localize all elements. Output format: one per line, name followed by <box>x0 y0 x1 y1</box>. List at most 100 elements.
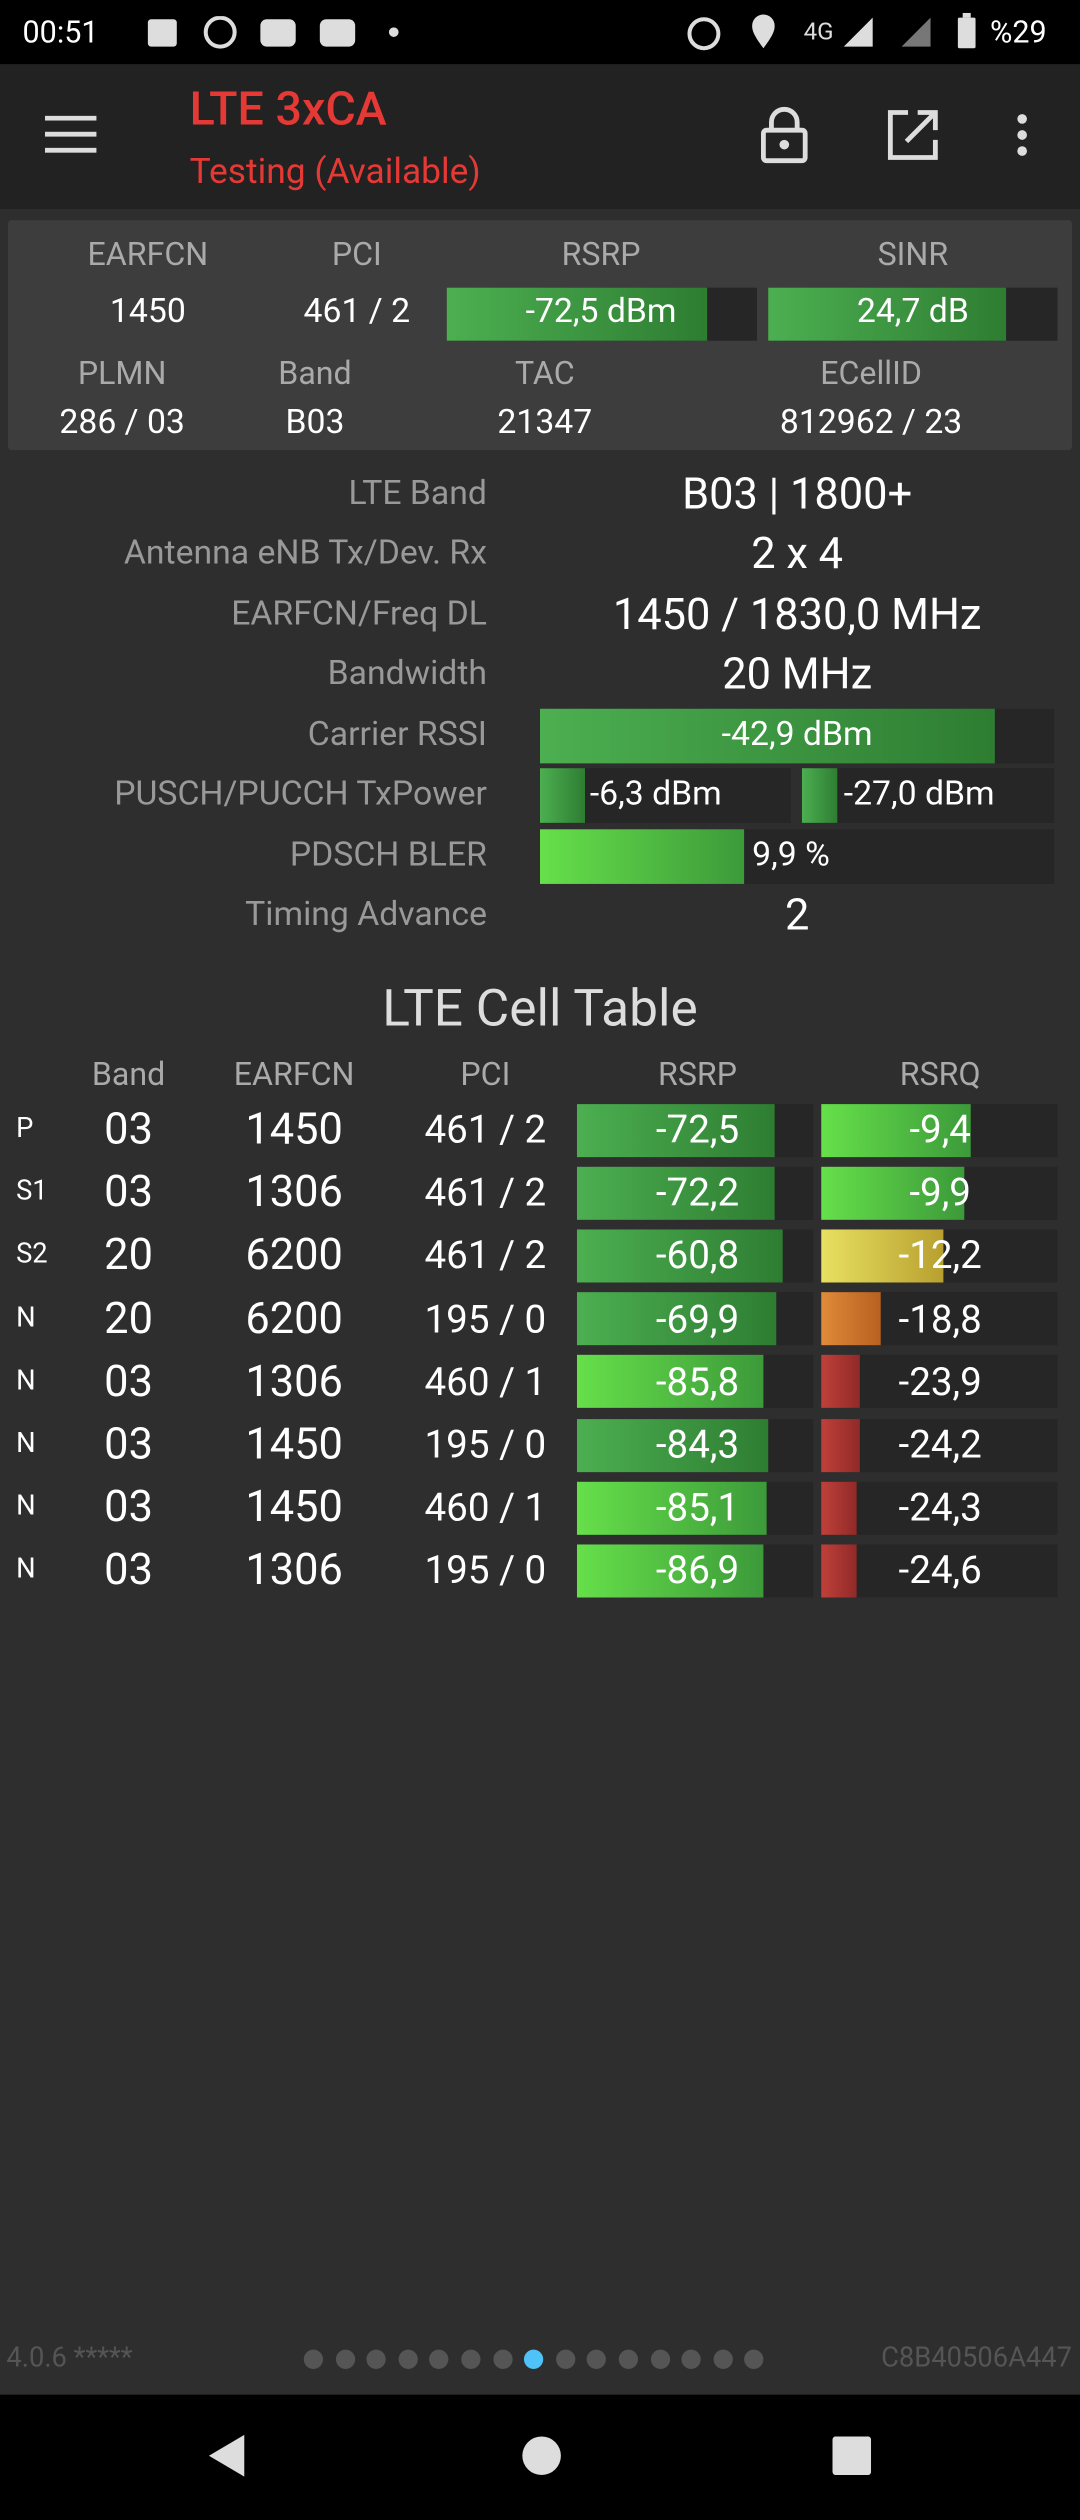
cell-band: 03 <box>104 1355 153 1407</box>
page-dot[interactable] <box>429 2349 450 2369</box>
app-bar <box>0 64 1080 209</box>
cell-type: N <box>16 1301 36 1335</box>
status-time: 00:51 <box>22 13 99 51</box>
page-dot[interactable] <box>492 2349 513 2369</box>
cell-rsrp: -84,3 <box>655 1422 740 1468</box>
table-header: EARFCN <box>233 1054 355 1093</box>
info-label: Timing Advance <box>245 895 487 935</box>
signal-bar <box>821 1292 1058 1346</box>
signal-bar <box>768 286 1058 340</box>
signal-bar <box>821 1481 1058 1535</box>
signal-bar <box>821 1166 1058 1220</box>
menu-button[interactable] <box>45 115 100 158</box>
info-value: 9,9 % <box>752 836 830 876</box>
info-label: PDSCH BLER <box>289 836 487 876</box>
bar-fill <box>821 1229 944 1283</box>
page-dot[interactable] <box>713 2349 733 2369</box>
page-dot[interactable] <box>681 2349 702 2369</box>
cell-earfcn: 6200 <box>245 1229 343 1281</box>
cell-band: 03 <box>104 1418 153 1470</box>
page-dot[interactable] <box>618 2349 639 2369</box>
more-button[interactable] <box>1013 113 1032 161</box>
signal-bar <box>576 1544 814 1598</box>
app-version: 4.0.6 ***** <box>6 2342 133 2375</box>
summary-value: 812962 / 23 <box>779 404 963 443</box>
cell-rsrq: -24,3 <box>898 1485 982 1531</box>
signal-bar <box>576 1103 814 1157</box>
bar-fill <box>768 286 1007 340</box>
page-dot[interactable] <box>366 2349 387 2369</box>
signal-bar <box>821 1418 1058 1472</box>
cell-rsrp: -86,9 <box>655 1548 740 1594</box>
cell-rsrp: -85,8 <box>655 1359 740 1405</box>
info-value: 2 x 4 <box>751 527 844 580</box>
page-dot[interactable] <box>650 2349 670 2369</box>
signal-bar <box>821 1355 1058 1409</box>
bar-fill <box>576 1544 764 1598</box>
summary-header: ECellID <box>820 353 922 393</box>
page-dot[interactable] <box>555 2349 576 2369</box>
cell-type: N <box>16 1364 36 1398</box>
bar-fill <box>821 1481 857 1535</box>
page-dot[interactable] <box>398 2349 418 2369</box>
info-value: -6,3 dBm <box>589 775 722 815</box>
summary-header: PLMN <box>77 353 167 393</box>
battery-level: %29 <box>990 13 1047 51</box>
signal-bar <box>821 1544 1058 1598</box>
cell-earfcn: 1450 <box>245 1418 343 1470</box>
page-dot[interactable] <box>303 2349 324 2369</box>
signal-bar <box>576 1166 814 1220</box>
cell-earfcn: 1306 <box>245 1355 343 1407</box>
cell-rsrp: -85,1 <box>655 1485 740 1531</box>
battery-icon <box>957 12 976 49</box>
cell-earfcn: 1306 <box>245 1166 343 1218</box>
app-title: LTE 3xCA <box>189 82 387 138</box>
bar-fill <box>446 286 708 340</box>
cell-type: P <box>16 1112 34 1146</box>
bar-fill <box>821 1418 860 1472</box>
page-dot[interactable] <box>335 2349 355 2369</box>
page-dot[interactable] <box>461 2349 481 2369</box>
cell-rsrq: -9,9 <box>909 1170 971 1216</box>
bar-fill <box>540 768 586 823</box>
recents-button[interactable] <box>832 2436 872 2476</box>
page-dot[interactable] <box>744 2349 765 2369</box>
summary-header: EARFCN <box>87 234 209 274</box>
info-value: B03 | 1800+ <box>682 468 913 520</box>
cell-pci: 195 / 0 <box>424 1548 547 1594</box>
bar-fill <box>821 1355 860 1409</box>
cell-earfcn: 6200 <box>245 1292 343 1344</box>
info-label: Carrier RSSI <box>307 715 487 755</box>
bar-fill <box>576 1292 777 1346</box>
bar-fill <box>576 1481 767 1535</box>
lock-button[interactable] <box>759 106 814 164</box>
share-button[interactable] <box>886 108 941 163</box>
info-label: EARFCN/Freq DL <box>231 595 487 635</box>
signal-bar <box>540 829 1055 884</box>
cell-pci: 195 / 0 <box>424 1296 547 1342</box>
cell-pci: 195 / 0 <box>424 1422 547 1468</box>
info-value: -27,0 dBm <box>843 775 995 815</box>
page-dot[interactable] <box>587 2349 607 2369</box>
bar-fill <box>540 708 995 764</box>
summary-value: 24,7 dB <box>856 293 969 332</box>
bar-fill <box>576 1355 764 1409</box>
signal-bar <box>576 1292 814 1346</box>
summary-value: 1450 <box>109 293 186 332</box>
status-bar <box>0 0 1080 65</box>
signal-bar <box>576 1481 814 1535</box>
cell-rsrq: -24,6 <box>898 1548 982 1594</box>
cell-rsrp: -69,9 <box>655 1296 740 1342</box>
table-header: RSRP <box>658 1054 737 1093</box>
table-header: RSRQ <box>899 1054 981 1093</box>
summary-header: TAC <box>514 353 575 393</box>
info-label: PUSCH/PUCCH TxPower <box>114 775 487 815</box>
cell-type: S2 <box>16 1238 48 1272</box>
summary-header: Band <box>278 353 352 393</box>
cell-band: 20 <box>104 1292 153 1344</box>
summary-value: 21347 <box>497 404 593 443</box>
home-button[interactable] <box>521 2435 563 2477</box>
cell-earfcn: 1306 <box>245 1544 343 1596</box>
back-button[interactable] <box>206 2430 251 2481</box>
page-dot[interactable] <box>524 2349 544 2369</box>
